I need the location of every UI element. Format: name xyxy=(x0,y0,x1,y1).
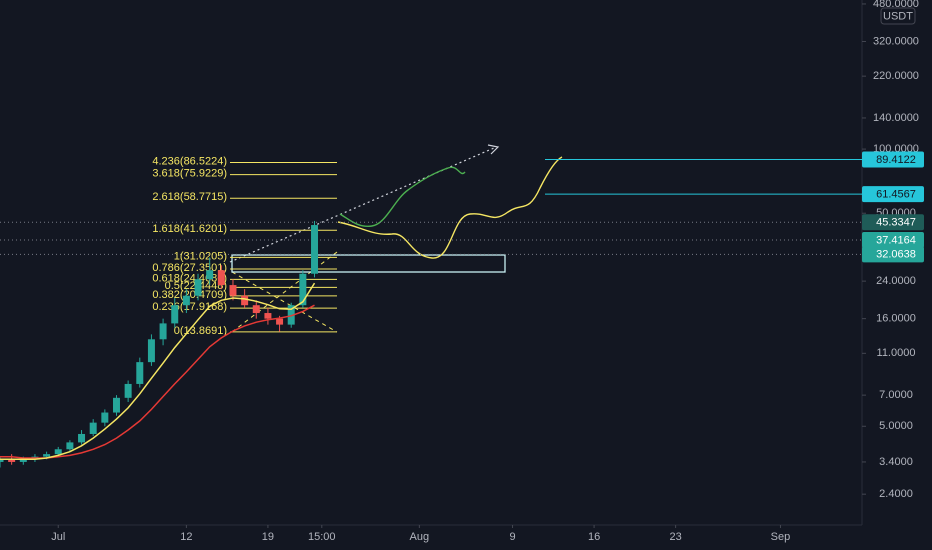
y-tick-label: 7.0000 xyxy=(879,389,913,401)
x-tick-label: Jul xyxy=(51,531,65,543)
fib-label: 4.236(86.5224) xyxy=(152,155,227,167)
moving-average xyxy=(0,304,315,459)
candle-body xyxy=(66,442,74,450)
candle-body xyxy=(19,459,27,462)
x-tick-label: 19 xyxy=(262,531,274,543)
price-label: 89.4122 xyxy=(876,154,916,166)
y-tick-label: 16.0000 xyxy=(876,313,916,325)
candle-body xyxy=(0,459,4,462)
candle-body xyxy=(136,362,144,384)
fib-label: 0(13.8691) xyxy=(174,325,227,337)
y-tick-label: 3.4000 xyxy=(879,456,913,468)
fib-label: 3.618(75.9229) xyxy=(152,167,227,179)
y-tick-label: 320.0000 xyxy=(873,35,919,47)
price-label: 32.0638 xyxy=(876,249,916,261)
candle-body xyxy=(43,454,51,457)
x-tick-label: 16 xyxy=(588,531,600,543)
candle-body xyxy=(229,285,237,296)
candle-body xyxy=(264,313,272,319)
candle-body xyxy=(194,279,202,296)
trend-arrow xyxy=(487,144,500,155)
candle-body xyxy=(171,305,179,324)
candle-body xyxy=(206,270,214,280)
x-tick-label: 15:00 xyxy=(308,531,336,543)
x-tick-label: 9 xyxy=(509,531,515,543)
x-tick-label: 23 xyxy=(669,531,681,543)
currency-label: USDT xyxy=(883,10,913,22)
forecast-path xyxy=(339,166,466,228)
y-tick-label: 24.0000 xyxy=(876,275,916,287)
y-tick-label: 11.0000 xyxy=(877,347,916,359)
moving-average xyxy=(0,282,316,461)
x-tick-label: Sep xyxy=(771,531,791,543)
candle-body xyxy=(54,449,62,455)
candle-body xyxy=(124,383,132,398)
candle-body xyxy=(78,433,86,443)
fib-label: 2.618(58.7715) xyxy=(152,191,227,203)
candle-body xyxy=(241,295,249,306)
fib-label: 1(31.0205) xyxy=(174,250,227,262)
candle-body xyxy=(147,339,155,363)
candle-body xyxy=(287,305,295,325)
price-label-box xyxy=(862,214,924,231)
y-tick-label: 140.0000 xyxy=(873,112,919,124)
candle-body xyxy=(8,459,16,462)
currency-box[interactable] xyxy=(880,7,916,25)
y-tick-label: 5.0000 xyxy=(879,420,913,432)
forecast-path xyxy=(337,156,563,259)
fib-label: 0.236(17.9168) xyxy=(152,301,227,313)
price-label: 61.4567 xyxy=(876,189,916,201)
fib-diagonal xyxy=(231,251,338,333)
y-tick-label: 2.4000 xyxy=(879,488,913,500)
candle-body xyxy=(182,295,190,306)
price-label: 45.3347 xyxy=(876,217,916,229)
fib-label: 1.618(41.6201) xyxy=(152,223,227,235)
fib-label: 0.382(20.4709) xyxy=(152,289,227,301)
x-tick-label: Aug xyxy=(410,531,430,543)
candle-body xyxy=(101,412,109,423)
candle-body xyxy=(252,305,260,314)
candle-body xyxy=(276,318,284,325)
x-tick-label: 12 xyxy=(180,531,192,543)
price-label-box xyxy=(862,186,924,203)
candle-body xyxy=(112,397,120,413)
price-label-box xyxy=(862,246,924,263)
price-label-box xyxy=(862,232,924,249)
price-label-box xyxy=(862,151,924,168)
trend-line xyxy=(229,147,495,263)
candle-body xyxy=(311,225,319,274)
candle-body xyxy=(159,323,167,340)
y-tick-label: 220.0000 xyxy=(873,70,919,82)
candle-body xyxy=(89,422,97,434)
candle-body xyxy=(299,273,307,306)
zone-box xyxy=(231,254,506,273)
y-tick-label: 480.0000 xyxy=(873,0,919,10)
candle-body xyxy=(217,270,225,286)
price-label: 37.4164 xyxy=(876,234,916,246)
